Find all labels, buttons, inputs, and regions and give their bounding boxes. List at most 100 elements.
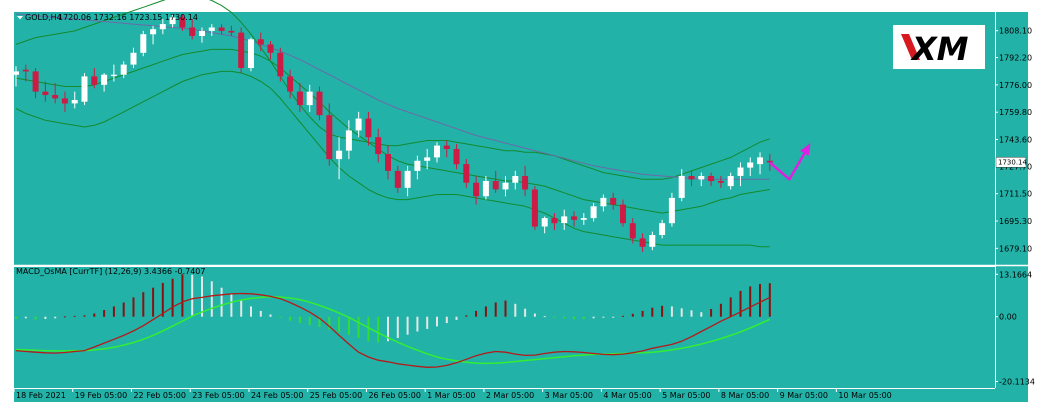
histogram-bar	[161, 282, 164, 317]
candle-body	[218, 27, 225, 31]
histogram-bar	[152, 287, 155, 317]
candle-body	[649, 235, 656, 247]
time-tick-label: 9 Mar 05:00	[780, 391, 828, 400]
histogram-bar	[367, 316, 370, 342]
time-tick-label: 23 Feb 05:00	[192, 391, 244, 400]
price-tick-label: 1792.20	[999, 54, 1032, 63]
candle-body	[326, 115, 333, 160]
candle-body	[580, 218, 587, 220]
candle-body	[443, 145, 450, 149]
candle-body	[385, 154, 391, 171]
candle-body	[737, 167, 744, 176]
indicator-panel	[15, 274, 771, 368]
histogram-bar	[171, 278, 174, 317]
price-panel	[13, 0, 811, 252]
histogram-bar	[690, 310, 693, 317]
current-price-box	[995, 156, 1027, 168]
logo-red-slash	[901, 34, 920, 60]
candle-body	[277, 52, 284, 77]
histogram-bar	[514, 303, 517, 317]
symbol-header: GOLD,H4 1720.06 1732.16 1723.15 1730.14	[17, 13, 198, 22]
histogram-bar	[416, 316, 419, 332]
histogram-bar	[475, 310, 478, 317]
time-tick-label: 8 Mar 05:00	[721, 391, 769, 400]
histogram-bar	[181, 274, 184, 317]
histogram-bar	[406, 316, 409, 335]
histogram-bar	[289, 316, 292, 321]
histogram-bar	[44, 316, 47, 319]
histogram-bar	[269, 314, 272, 317]
signal-line	[15, 295, 771, 365]
candle-body	[698, 176, 705, 180]
candle-body	[375, 137, 382, 155]
candle-body	[179, 17, 186, 28]
histogram-bar	[210, 281, 213, 317]
candle-body	[717, 181, 724, 183]
candle-body	[434, 145, 440, 158]
candle-body	[101, 74, 108, 85]
histogram-bar	[622, 315, 624, 317]
histogram-bar	[240, 300, 243, 317]
bollinger-middle-line	[15, 48, 770, 214]
candle-body	[678, 176, 685, 198]
histogram-bar	[700, 312, 703, 317]
histogram-bar	[631, 313, 634, 317]
price-tick-label: 1759.80	[999, 108, 1032, 117]
time-tick-label: 22 Feb 05:00	[133, 391, 185, 400]
candle-body	[512, 176, 519, 183]
candle-body	[61, 98, 68, 104]
candle-body	[365, 118, 372, 138]
candle-body	[522, 176, 529, 190]
candle-body	[453, 149, 460, 165]
indicator-tick-label: 0.00	[999, 313, 1017, 322]
candle-body	[81, 76, 88, 102]
price-tick-label: 1695.30	[999, 217, 1032, 226]
time-tick-label: 24 Feb 05:00	[251, 391, 303, 400]
histogram-bar	[573, 316, 575, 319]
candle-body	[766, 160, 773, 163]
histogram-bar	[279, 316, 282, 318]
candle-body	[199, 30, 205, 36]
moving-average-line	[15, 13, 770, 180]
histogram-bar	[661, 305, 664, 317]
candle-body	[561, 216, 568, 224]
candle-body	[571, 216, 577, 220]
candle-body	[492, 181, 499, 190]
histogram-bar	[93, 313, 96, 317]
ohlc-label: 1720.06 1732.16 1723.15 1730.14	[58, 13, 198, 22]
candle-body	[355, 118, 362, 131]
candle-body	[208, 27, 215, 31]
histogram-bar	[230, 294, 233, 317]
time-tick-label: 3 Mar 05:00	[545, 391, 593, 400]
histogram-bar	[445, 316, 448, 324]
candle-body	[238, 32, 245, 68]
candle-body	[42, 91, 49, 95]
histogram-bar	[63, 316, 66, 318]
time-tick-label: 2 Mar 05:00	[486, 391, 534, 400]
candle-body	[404, 170, 411, 188]
candle-body	[610, 197, 617, 205]
candle-body	[727, 176, 734, 187]
price-axis: 1808.101792.201776.001759.801743.601727.…	[995, 27, 1032, 253]
price-panel-background	[14, 12, 995, 265]
histogram-bar	[719, 303, 722, 317]
indicator-panel-background	[14, 267, 995, 388]
histogram-bar	[484, 306, 487, 317]
dropdown-triangle-icon[interactable]	[17, 16, 23, 20]
candle-body	[414, 160, 421, 171]
bollinger-upper-line	[15, 0, 770, 180]
price-tick-label: 1679.10	[999, 244, 1032, 253]
current-price-label: 1730.14	[998, 159, 1027, 167]
histogram-bar	[494, 302, 497, 317]
candle-body	[169, 17, 176, 25]
histogram-bar	[250, 306, 252, 317]
histogram-bar	[563, 316, 566, 319]
candle-body	[257, 39, 264, 45]
candle-body	[747, 162, 754, 168]
time-tick-label: 1 Mar 05:00	[427, 391, 475, 400]
price-tick-label: 1711.50	[999, 190, 1032, 199]
histogram-bar	[112, 306, 115, 317]
histogram-bar	[465, 315, 468, 317]
time-tick-label: 10 Mar 05:00	[838, 391, 891, 400]
histogram-bar	[612, 316, 615, 318]
